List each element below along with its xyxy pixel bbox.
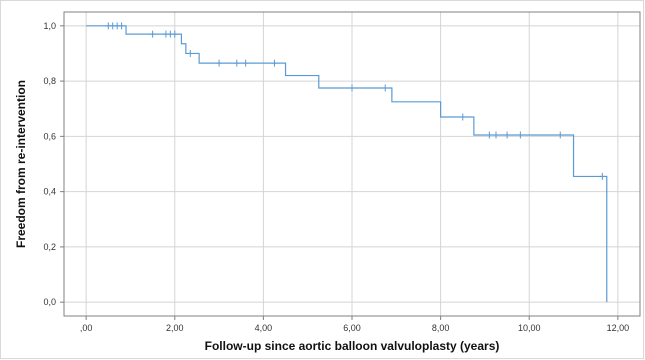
censor-mark: [459, 113, 466, 121]
y-tick-label: 1,0: [43, 21, 56, 31]
censor-mark: [271, 59, 278, 67]
censor-mark: [187, 49, 194, 57]
censor-mark: [171, 30, 178, 38]
censor-mark: [118, 22, 125, 30]
censor-mark: [599, 172, 606, 180]
y-tick-label: 0,0: [43, 297, 56, 307]
censor-mark: [216, 59, 223, 67]
x-tick-label: 4,00: [255, 323, 273, 333]
censor-mark: [242, 59, 249, 67]
x-axis: ,00 2,00 4,00 6,00 8,00 10,00 12,00: [80, 316, 629, 333]
censor-mark: [517, 131, 524, 139]
x-tick-label: 12,00: [607, 323, 630, 333]
y-axis: 0,0 0,2 0,4 0,6 0,8 1,0: [43, 21, 64, 307]
censor-mark: [486, 131, 493, 139]
x-tick-label: ,00: [80, 323, 93, 333]
x-tick-label: 6,00: [343, 323, 361, 333]
censor-mark: [557, 131, 564, 139]
y-tick-label: 0,4: [43, 187, 56, 197]
censor-mark: [233, 59, 240, 67]
censor-mark: [493, 131, 499, 139]
x-axis-title: Follow-up since aortic balloon valvulopl…: [205, 339, 500, 353]
censor-mark: [349, 84, 355, 92]
x-tick-label: 8,00: [432, 323, 450, 333]
y-tick-label: 0,2: [43, 242, 56, 252]
grid: [64, 12, 640, 316]
y-axis-title: Freedom from re-intervention: [14, 80, 28, 248]
censor-mark: [504, 131, 511, 139]
censor-mark: [382, 84, 389, 92]
censor-mark: [149, 30, 156, 38]
x-tick-label: 2,00: [166, 323, 184, 333]
series: [86, 22, 608, 303]
y-tick-label: 0,6: [43, 131, 56, 141]
y-tick-label: 0,8: [43, 76, 56, 86]
x-tick-label: 10,00: [518, 323, 541, 333]
